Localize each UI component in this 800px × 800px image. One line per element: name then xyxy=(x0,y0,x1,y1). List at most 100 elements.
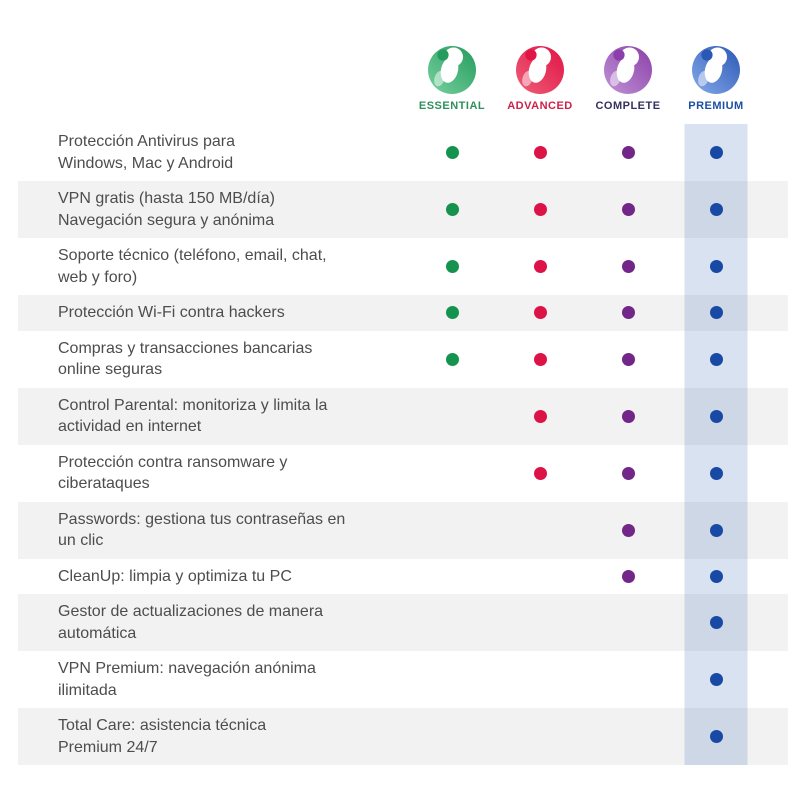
feature-row: VPN gratis (hasta 150 MB/día) Navegación… xyxy=(18,181,788,238)
panda-logo-green-icon xyxy=(428,46,476,94)
plan-cell-premium xyxy=(672,444,760,502)
feature-row: Protección Antivirus para Windows, Mac y… xyxy=(18,124,788,181)
plan-name: COMPLETE xyxy=(595,100,661,112)
availability-dot xyxy=(533,260,547,273)
plan-cell-premium xyxy=(672,330,760,388)
feature-label: VPN gratis (hasta 150 MB/día) Navegación… xyxy=(58,190,275,229)
availability-dot xyxy=(533,409,547,423)
plan-name: PREMIUM xyxy=(688,100,744,112)
availability-dot xyxy=(709,569,723,583)
plan-column-header-advanced: ADVANCED xyxy=(496,45,584,115)
panda-logo-blue-icon xyxy=(692,46,740,94)
feature-row: Control Parental: monitoriza y limita la… xyxy=(18,387,788,445)
availability-dot xyxy=(621,352,635,366)
feature-label: Protección Antivirus para Windows, Mac y… xyxy=(58,133,235,172)
plan-cell-advanced xyxy=(496,445,584,502)
availability-dot xyxy=(445,260,459,273)
plan-cell-advanced xyxy=(496,502,584,559)
availability-dot xyxy=(709,616,723,629)
availability-dot xyxy=(709,673,723,686)
feature-row: Soporte técnico (teléfono, email, chat, … xyxy=(18,238,788,295)
feature-row: Compras y transacciones bancarias online… xyxy=(18,330,788,388)
plan-cell-essential xyxy=(408,708,496,765)
plan-cell-essential xyxy=(408,445,496,502)
availability-dot xyxy=(709,352,723,366)
feature-label: Protección contra ransomware y ciberataq… xyxy=(58,453,288,493)
availability-dot xyxy=(533,466,547,480)
plans-header: ESSENTIAL ADVANCED COMPLETE PREMIUM xyxy=(18,45,788,115)
availability-dot xyxy=(445,306,459,320)
availability-dot xyxy=(709,260,723,273)
availability-dot xyxy=(709,730,723,743)
availability-dot xyxy=(621,409,635,423)
availability-dot xyxy=(709,409,723,423)
feature-row: Protección contra ransomware y ciberataq… xyxy=(18,444,788,502)
plan-cell-complete xyxy=(584,295,672,331)
feature-row: Passwords: gestiona tus contraseñas en u… xyxy=(18,501,788,559)
plan-cell-premium xyxy=(672,594,760,651)
availability-dot xyxy=(709,523,723,537)
plan-cell-premium xyxy=(672,387,760,445)
plan-cell-complete xyxy=(584,238,672,295)
plan-cell-advanced xyxy=(496,331,584,388)
availability-dot xyxy=(533,352,547,366)
plan-cell-premium xyxy=(672,124,760,181)
feature-label: Total Care: asistencia técnica Premium 2… xyxy=(58,717,267,756)
plan-cell-advanced xyxy=(496,559,584,595)
feature-label: VPN Premium: navegación anónima ilimitad… xyxy=(58,660,316,699)
panda-logo-red-icon xyxy=(516,46,564,94)
availability-dot xyxy=(709,146,723,159)
feature-label: Passwords: gestiona tus contraseñas en u… xyxy=(58,510,346,550)
availability-dot xyxy=(709,306,723,320)
plan-cell-complete xyxy=(584,388,672,445)
plan-cell-advanced xyxy=(496,238,584,295)
plan-cell-advanced xyxy=(496,181,584,238)
plan-cell-advanced xyxy=(496,295,584,331)
plan-cell-premium xyxy=(672,181,760,238)
feature-rows: Protección Antivirus para Windows, Mac y… xyxy=(0,124,800,765)
plan-cell-essential xyxy=(408,388,496,445)
feature-label: Protección Wi-Fi contra hackers xyxy=(58,304,285,321)
plan-cell-complete xyxy=(584,331,672,388)
plan-cell-premium xyxy=(672,651,760,708)
availability-dot xyxy=(533,306,547,320)
plan-cell-complete xyxy=(584,594,672,651)
plan-cell-advanced xyxy=(496,708,584,765)
plan-cell-premium xyxy=(672,558,760,594)
availability-dot xyxy=(621,306,635,320)
header-spacer xyxy=(18,45,408,115)
feature-row: CleanUp: limpia y optimiza tu PC xyxy=(18,558,788,595)
plan-name: ADVANCED xyxy=(507,100,573,112)
plan-cell-essential xyxy=(408,331,496,388)
feature-row: VPN Premium: navegación anónima ilimitad… xyxy=(18,651,788,708)
availability-dot xyxy=(621,203,635,216)
availability-dot xyxy=(621,466,635,480)
plan-cell-essential xyxy=(408,295,496,331)
availability-dot xyxy=(533,203,547,216)
feature-label: Gestor de actualizaciones de manera auto… xyxy=(58,603,324,642)
plan-cell-premium xyxy=(672,501,760,559)
feature-row: Total Care: asistencia técnica Premium 2… xyxy=(18,708,788,765)
availability-dot xyxy=(621,260,635,273)
availability-dot xyxy=(621,146,635,159)
plan-cell-essential xyxy=(408,594,496,651)
plan-cell-complete xyxy=(584,502,672,559)
plan-cell-advanced xyxy=(496,124,584,181)
availability-dot xyxy=(621,523,635,537)
plan-cell-premium xyxy=(672,238,760,295)
plan-cell-essential xyxy=(408,651,496,708)
plan-cell-complete xyxy=(584,708,672,765)
availability-dot xyxy=(533,146,547,159)
plan-cell-complete xyxy=(584,445,672,502)
plan-cell-essential xyxy=(408,124,496,181)
feature-row: Protección Wi-Fi contra hackers xyxy=(18,295,788,331)
plan-cell-complete xyxy=(584,651,672,708)
plan-cell-advanced xyxy=(496,651,584,708)
plan-cell-essential xyxy=(408,502,496,559)
availability-dot xyxy=(445,203,459,216)
plan-cell-essential xyxy=(408,559,496,595)
plan-cell-complete xyxy=(584,559,672,595)
plan-cell-premium xyxy=(672,295,760,331)
feature-label: CleanUp: limpia y optimiza tu PC xyxy=(58,567,292,585)
